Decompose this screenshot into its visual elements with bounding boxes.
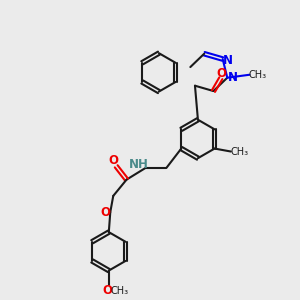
Text: NH: NH [128,158,148,171]
Text: N: N [223,54,233,67]
Text: N: N [228,71,238,84]
Text: O: O [216,67,226,80]
Text: CH₃: CH₃ [249,70,267,80]
Text: CH₃: CH₃ [110,286,128,296]
Text: O: O [102,284,112,297]
Text: CH₃: CH₃ [230,146,248,157]
Text: O: O [108,154,118,167]
Text: O: O [100,206,110,219]
